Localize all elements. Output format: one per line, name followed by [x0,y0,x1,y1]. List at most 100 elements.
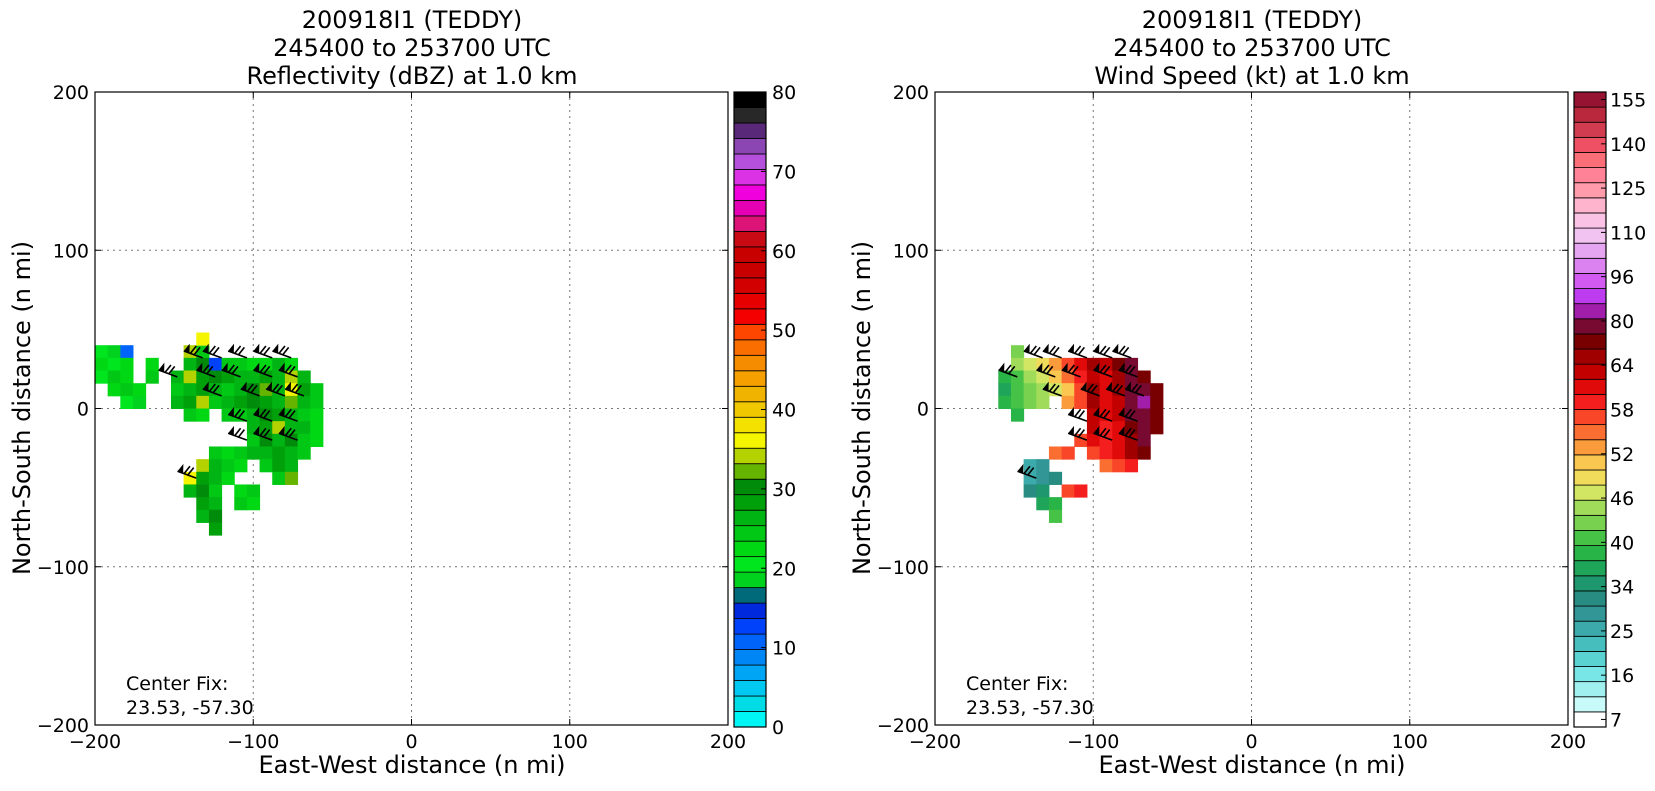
colorbar-tick-label: 46 [1610,488,1634,510]
data-cell [310,421,324,435]
wind-barb [1093,425,1113,441]
data-cell [234,484,248,498]
colorbar-tick-label: 40 [772,400,796,422]
data-cell [120,383,134,397]
data-cell [1099,459,1113,473]
data-cell [1150,408,1164,422]
data-cell [1061,484,1075,498]
colorbar-tick-label: 34 [1610,577,1634,599]
colorbar-segment [733,246,767,263]
data-cell [246,484,261,498]
colorbar-segment [733,556,767,573]
data-cell [234,395,248,409]
data-cell [221,459,235,473]
colorbar-segment [1573,121,1607,138]
y-tick-label: −200 [37,715,89,737]
y-tick-label: −100 [877,557,929,579]
data-cell [120,395,134,409]
data-cell [170,383,185,397]
colorbar-segment [1573,393,1607,410]
wind-barb [1124,381,1145,397]
colorbar-segment [733,277,767,294]
data-cell [1099,421,1113,435]
wind-barb [227,406,248,422]
wind-barb [253,343,273,359]
colorbar-tick-label: 20 [772,558,796,580]
colorbar-segment [733,184,767,201]
data-cell [1086,446,1101,460]
reflectivity-title-line-2: 245400 to 253700 UTC [273,34,551,62]
data-cell [1124,459,1139,473]
wind-center-fix-value: 23.53, -57.30 [966,697,1094,719]
y-tick-label: 200 [893,82,929,104]
colorbar-segment [1573,363,1607,380]
data-cell [1150,421,1164,435]
data-cell [208,509,223,523]
wind-barb [1067,343,1088,359]
data-cell [208,471,223,485]
colorbar-segment [733,680,767,697]
colorbar-segment [733,416,767,434]
colorbar-segment [1573,167,1607,184]
wind-title-line-1: 200918I1 (TEDDY) [1142,6,1362,34]
data-cell [1023,370,1037,384]
data-cell [310,383,324,397]
wind-barb [1061,362,1081,378]
data-cell [259,357,273,372]
data-cell [1112,459,1126,473]
colorbar-segment [1573,696,1607,713]
y-tick-label: −200 [877,715,929,737]
colorbar-segment [1573,152,1607,168]
y-tick-label: 0 [77,399,89,421]
data-cell [95,345,109,359]
wind-barb [253,362,273,378]
data-cell [1112,433,1126,447]
data-cell [95,357,109,372]
data-cell [145,357,159,372]
data-cell [196,471,210,485]
wind-barb [1093,362,1113,378]
data-cell [145,370,159,384]
colorbar-segment [1573,499,1607,516]
data-cell [1023,357,1037,372]
data-cell [1048,497,1063,511]
colorbar-segment [1573,182,1607,199]
data-cell [183,357,197,372]
data-cell [284,357,299,372]
colorbar-tick-label: 60 [772,241,796,263]
data-cell [196,459,210,473]
colorbar-segment [733,525,767,542]
data-cell [1112,395,1126,409]
wind-barb [278,362,298,378]
data-cell [1074,484,1088,498]
colorbar-segment [1573,514,1607,531]
colorbar-segment [1573,575,1607,592]
colorbar-segment [733,602,767,619]
data-cell [1099,395,1113,409]
data-cell [1137,370,1151,384]
reflectivity-title-line-3: Reflectivity (dBZ) at 1.0 km [247,62,578,90]
colorbar-tick-label: 140 [1610,134,1646,156]
data-cell [196,497,210,511]
colorbar-segment [1573,666,1607,683]
data-cell [1124,357,1139,372]
colorbar-segment [1573,212,1607,229]
data-cell [284,421,299,435]
colorbar-segment [733,215,767,232]
colorbar-segment [1573,303,1607,320]
wind-plot-frame [934,91,1569,726]
data-cell [1137,446,1151,460]
x-tick-label: −200 [909,731,961,753]
data-cell [297,446,311,460]
data-cell [1137,433,1151,447]
data-cell [272,370,286,384]
data-cell [170,395,185,409]
colorbar-segment [1573,288,1607,305]
wind-barb [1017,463,1037,479]
data-cell [208,395,223,409]
wind-barb [227,425,248,441]
colorbar-segment [733,711,767,728]
data-cell [170,370,185,384]
wind-barb [253,406,273,422]
reflectivity-y-axis-label: North-South distance (n mi) [8,241,36,575]
